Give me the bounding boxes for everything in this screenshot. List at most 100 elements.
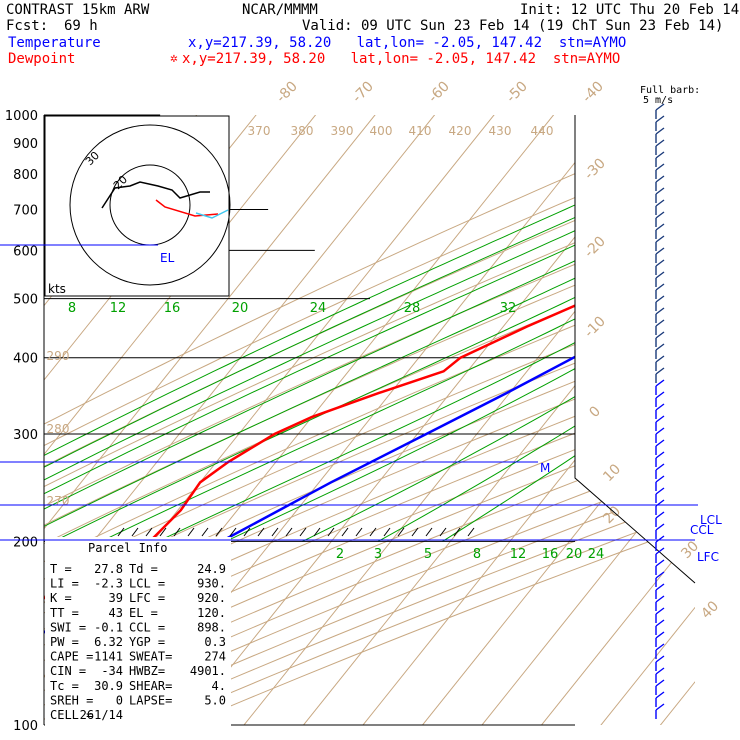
mixing-ratio-label: 3 <box>374 547 382 562</box>
theta-label: 280 <box>47 422 70 436</box>
hatch-mark <box>383 527 391 537</box>
wind-barb-flag <box>655 523 665 531</box>
wind-barb-flag <box>655 235 665 243</box>
theta-label: 420 <box>449 124 472 138</box>
dry-adiabat-line <box>44 115 695 725</box>
hodograph-shear-vector <box>195 209 229 219</box>
wind-barb-flag <box>655 667 665 675</box>
isotherm-label: 0 <box>586 403 604 421</box>
parcel-info-cell: 261/14 <box>80 708 123 722</box>
moist-adiabat-line <box>302 115 695 542</box>
parcel-info-cell: 43 <box>109 606 123 620</box>
isotherm-line <box>698 102 740 740</box>
wind-barb-flag <box>655 619 665 627</box>
wind-barb-flag <box>655 427 665 435</box>
moist-adiabat-line <box>225 115 695 542</box>
isotherm-line <box>44 115 386 725</box>
moist-adiabat-line <box>44 115 695 542</box>
wind-barb-flag <box>655 115 665 123</box>
parcel-info-cell: 930. <box>197 577 226 591</box>
dry-adiabat-line <box>44 115 695 725</box>
parcel-info-cell: 39 <box>109 591 123 605</box>
parcel-info-cell: SWEAT= <box>129 650 172 664</box>
dry-adiabat-line <box>44 115 695 725</box>
parcel-info-title: Parcel Info <box>88 541 167 555</box>
wind-barb-flag <box>655 703 665 711</box>
wind-barb-flag <box>655 331 665 339</box>
parcel-info-cell: 0 <box>116 693 123 707</box>
isotherm-label: -20 <box>581 233 608 260</box>
isotherm-label: 40 <box>698 598 722 622</box>
wind-barb-flag <box>655 643 665 651</box>
wind-barb-flag <box>655 415 665 423</box>
parcel-info-cell: YGP = <box>129 635 165 649</box>
moist-adiabat-line <box>157 115 695 542</box>
hatch-mark <box>439 527 447 537</box>
parcel-info-cell: CAPE = <box>50 650 93 664</box>
mixing-ratio-label: 16 <box>542 547 559 562</box>
wind-barb-flag <box>655 595 665 603</box>
wind-barb-flag <box>655 487 665 495</box>
wind-barb-flag <box>655 139 665 147</box>
parcel-info-cell: 6.32 <box>94 635 123 649</box>
moist-adiabat-line <box>100 115 695 542</box>
wind-barb-flag <box>655 295 665 303</box>
theta-label: 390 <box>331 124 354 138</box>
pressure-tick-label: 900 <box>13 137 38 152</box>
model-name: CONTRAST 15km ARW <box>6 2 150 18</box>
hatch-mark <box>243 527 251 537</box>
theta-e-label: 32 <box>500 301 517 316</box>
wind-barb-flag <box>655 583 665 591</box>
hodograph-units: kts <box>48 282 66 296</box>
moist-adiabat-line <box>44 115 695 542</box>
parcel-info-cell: 920. <box>197 591 226 605</box>
isotherm-label: -10 <box>581 313 608 340</box>
isotherm-line <box>459 115 695 725</box>
theta-label: 380 <box>291 124 314 138</box>
hatch-mark <box>201 527 209 537</box>
pressure-tick-label: 800 <box>13 168 38 183</box>
parcel-info-cell: 1141 <box>94 650 123 664</box>
mixing-ratio-line <box>707 102 740 299</box>
moist-adiabat-line <box>44 115 695 542</box>
hatch-mark <box>327 527 335 537</box>
hodograph-trace <box>101 181 210 209</box>
parcel-info-cell: SHEAR= <box>129 679 172 693</box>
hatch-mark <box>159 527 167 537</box>
level-label-m: M <box>540 461 550 475</box>
parcel-info-cell: SWI = <box>50 620 86 634</box>
wind-barb-flag <box>655 535 665 543</box>
hodograph-ring <box>69 124 231 286</box>
parcel-info-cell: LCL = <box>129 577 165 591</box>
parcel-info-cell: CELL = <box>50 708 93 722</box>
hodograph-storm-motion <box>155 199 219 217</box>
temperature-location: x,y=217.39, 58.20 lat,lon= -2.05, 147.42… <box>188 35 627 51</box>
isotherm-line <box>637 115 695 725</box>
init-time: Init: 12 UTC Thu 20 Feb 14 <box>520 2 740 18</box>
star-icon: ✲ <box>170 51 178 66</box>
wind-barb-flag <box>655 691 665 699</box>
isotherm-line <box>518 115 695 725</box>
wind-barb-flag <box>655 511 665 519</box>
parcel-info-cell: -34 <box>101 664 123 678</box>
wind-barb-flag <box>655 199 665 207</box>
isotherm-label: -30 <box>581 155 608 182</box>
wind-barb-flag <box>655 271 665 279</box>
level-label-ccl: CCL <box>690 523 714 537</box>
wind-barb-flag <box>655 259 665 267</box>
hatch-mark <box>229 527 237 537</box>
wind-barb-flag <box>655 319 665 327</box>
theta-label: 400 <box>370 124 393 138</box>
theta-label: 290 <box>47 349 70 363</box>
theta-e-label: 28 <box>404 301 421 316</box>
parcel-info-cell: HWBZ= <box>129 664 165 678</box>
mixing-ratio-label: 5 <box>424 547 432 562</box>
parcel-info-cell: LI = <box>50 577 79 591</box>
barb-key-line1: Full barb: <box>640 85 701 96</box>
mixing-ratio-label: 24 <box>588 547 605 562</box>
level-label-lcl: LCL <box>700 513 722 527</box>
hatch-mark <box>425 527 433 537</box>
wind-barb-flag <box>655 175 665 183</box>
wind-barb-flag <box>655 367 665 375</box>
